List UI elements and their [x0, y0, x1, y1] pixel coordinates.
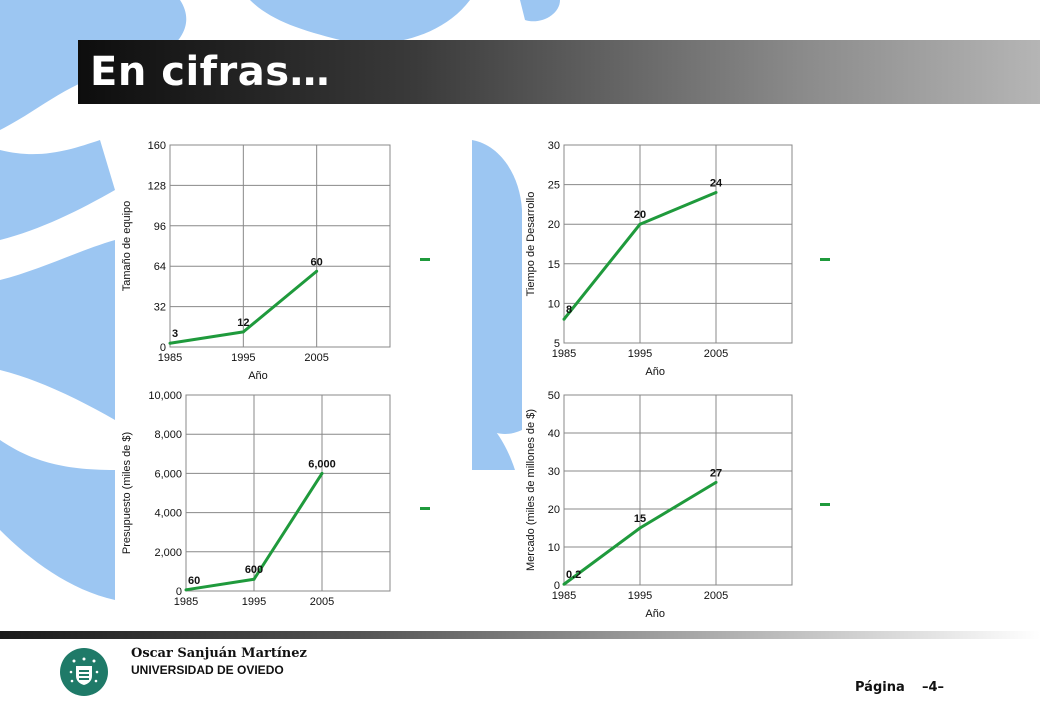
- data-label: 0.2: [566, 569, 581, 581]
- x-tick-label: 1985: [158, 352, 182, 364]
- data-label: 6,000: [308, 458, 336, 470]
- y-tick-label: 30: [548, 140, 560, 152]
- x-tick-label: 2005: [704, 348, 728, 360]
- dash-marker: [420, 258, 430, 261]
- y-axis-label: Tamaño de equipo: [121, 201, 133, 292]
- data-label: 24: [710, 178, 723, 190]
- footer-bar: [0, 631, 1040, 639]
- university-logo: [60, 648, 108, 696]
- chart-grid: [169, 144, 391, 348]
- y-tick-label: 5: [554, 338, 560, 350]
- data-point: [184, 588, 188, 592]
- chart-grid: [185, 394, 391, 592]
- y-tick-label: 10,000: [148, 390, 182, 402]
- y-tick-label: 15: [548, 259, 560, 271]
- plot-area-frame: [169, 144, 391, 348]
- y-axis-label: Presupuesto (miles de $): [121, 432, 133, 554]
- data-point: [241, 330, 245, 334]
- y-tick-label: 25: [548, 180, 560, 192]
- data-point: [252, 577, 256, 581]
- dash-marker: [820, 258, 830, 261]
- chart-team-size: 0 32 64 96 128 160 1985 1995 2005 Año Tamaño de eq…: [118, 132, 472, 388]
- data-point: [315, 269, 319, 273]
- x-axis-label: Año: [645, 608, 665, 620]
- data-point: [562, 582, 566, 586]
- y-tick-label: 20: [548, 504, 560, 516]
- data-point: [638, 222, 642, 226]
- chart-grid: [563, 144, 793, 344]
- data-label: 60: [188, 575, 200, 587]
- y-tick-label: 160: [148, 140, 166, 152]
- dash-marker: [820, 503, 830, 506]
- x-tick-label: 1995: [242, 596, 266, 608]
- y-tick-label: 6,000: [154, 468, 182, 480]
- y-tick-label: 128: [148, 180, 166, 192]
- data-label: 3: [172, 328, 178, 340]
- x-tick-label: 1985: [552, 590, 576, 602]
- y-tick-label: 96: [154, 221, 166, 233]
- y-tick-label: 10: [548, 298, 560, 310]
- y-tick-label: 20: [548, 219, 560, 231]
- y-axis-label: Mercado (miles de millones de $): [525, 409, 537, 571]
- y-tick-label: 64: [154, 261, 166, 273]
- data-point: [562, 317, 566, 321]
- y-tick-label: 32: [154, 302, 166, 314]
- data-label: 8: [566, 304, 572, 316]
- title-bar: [78, 40, 1040, 104]
- y-tick-label: 30: [548, 466, 560, 478]
- chart-market: 0 10 20 30 40 50 1985 1995 2005 Año Mercado (miles…: [522, 385, 812, 630]
- slide-title: En cifras…: [90, 49, 331, 95]
- chart-budget: 0 2,000 4,000 6,000 8,000 10,000 1985 1995 2005 P…: [118, 385, 472, 630]
- university-seal-icon: [62, 650, 106, 694]
- x-tick-label: 1995: [628, 348, 652, 360]
- data-label: 60: [311, 256, 323, 268]
- data-label: 15: [634, 513, 646, 525]
- x-axis-label: Año: [645, 366, 665, 378]
- y-tick-label: 2,000: [154, 547, 182, 559]
- y-tick-label: 0: [160, 342, 166, 354]
- x-tick-label: 2005: [310, 596, 334, 608]
- university-name: UNIVERSIDAD DE OVIEDO: [131, 663, 284, 677]
- author-name: Oscar Sanjuán Martínez: [131, 646, 307, 661]
- x-tick-label: 1985: [174, 596, 198, 608]
- plot-area-frame: [563, 144, 793, 344]
- data-label: 600: [245, 564, 263, 576]
- x-tick-label: 2005: [304, 352, 328, 364]
- plot-area-frame: [185, 394, 391, 592]
- x-tick-label: 2005: [704, 590, 728, 602]
- data-label: 12: [237, 317, 249, 329]
- y-tick-label: 10: [548, 542, 560, 554]
- y-tick-label: 0: [176, 586, 182, 598]
- data-point: [168, 341, 172, 345]
- chart-development-time: 5 10 15 20 25 30 1985 1995 2005 Año Tiempo de Desa…: [522, 132, 812, 388]
- y-tick-label: 0: [554, 580, 560, 592]
- data-point: [714, 480, 718, 484]
- chart-grid: [563, 394, 793, 586]
- dash-marker: [420, 507, 430, 510]
- data-label: 27: [710, 467, 722, 479]
- page-label: Página: [855, 680, 905, 695]
- y-tick-label: 50: [548, 390, 560, 402]
- plot-area-frame: [563, 394, 793, 586]
- y-axis-label: Tiempo de Desarrollo: [525, 192, 537, 297]
- x-axis-label: Año: [248, 370, 268, 382]
- y-tick-label: 4,000: [154, 508, 182, 520]
- data-label: 20: [634, 209, 646, 221]
- x-tick-label: 1995: [231, 352, 255, 364]
- y-tick-label: 8,000: [154, 429, 182, 441]
- y-tick-label: 40: [548, 428, 560, 440]
- x-tick-label: 1995: [628, 590, 652, 602]
- data-point: [714, 191, 718, 195]
- page-number: –4–: [922, 680, 945, 695]
- x-tick-label: 1985: [552, 348, 576, 360]
- data-point: [638, 526, 642, 530]
- data-point: [320, 471, 324, 475]
